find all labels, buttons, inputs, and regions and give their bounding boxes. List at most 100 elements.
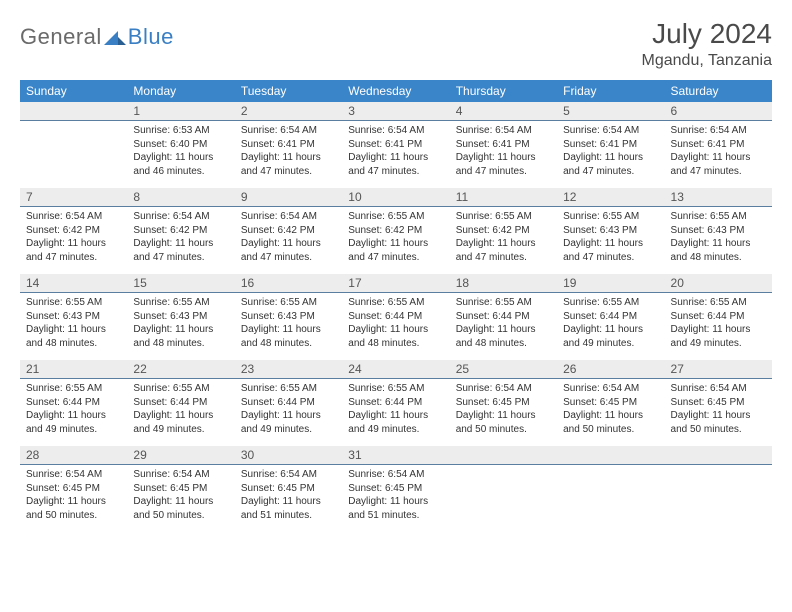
sunrise-line: Sunrise: 6:55 AM bbox=[456, 296, 551, 310]
date-number: 22 bbox=[127, 360, 234, 379]
location-label: Mgandu, Tanzania bbox=[642, 52, 772, 70]
sunrise-line: Sunrise: 6:54 AM bbox=[671, 382, 766, 396]
date-cell: Sunrise: 6:54 AMSunset: 6:42 PMDaylight:… bbox=[20, 207, 127, 275]
sunrise-line: Sunrise: 6:54 AM bbox=[133, 468, 228, 482]
daylight-line: Daylight: 11 hours and 47 minutes. bbox=[563, 151, 658, 178]
date-number: 19 bbox=[557, 274, 664, 293]
sunset-line: Sunset: 6:45 PM bbox=[241, 482, 336, 496]
date-cell bbox=[450, 465, 557, 533]
daylight-line: Daylight: 11 hours and 46 minutes. bbox=[133, 151, 228, 178]
date-number bbox=[20, 102, 127, 121]
sunrise-line: Sunrise: 6:55 AM bbox=[563, 210, 658, 224]
date-cell bbox=[20, 121, 127, 189]
date-data-row: Sunrise: 6:54 AMSunset: 6:42 PMDaylight:… bbox=[20, 207, 772, 275]
date-cell: Sunrise: 6:55 AMSunset: 6:43 PMDaylight:… bbox=[557, 207, 664, 275]
daylight-line: Daylight: 11 hours and 50 minutes. bbox=[26, 495, 121, 522]
daylight-line: Daylight: 11 hours and 49 minutes. bbox=[241, 409, 336, 436]
date-number-row: 78910111213 bbox=[20, 188, 772, 207]
date-cell: Sunrise: 6:55 AMSunset: 6:44 PMDaylight:… bbox=[20, 379, 127, 447]
dow-friday: Friday bbox=[557, 80, 664, 102]
date-cell: Sunrise: 6:54 AMSunset: 6:45 PMDaylight:… bbox=[235, 465, 342, 533]
date-number bbox=[450, 446, 557, 465]
sunrise-line: Sunrise: 6:54 AM bbox=[456, 124, 551, 138]
sunset-line: Sunset: 6:44 PM bbox=[133, 396, 228, 410]
date-data-row: Sunrise: 6:53 AMSunset: 6:40 PMDaylight:… bbox=[20, 121, 772, 189]
daylight-line: Daylight: 11 hours and 51 minutes. bbox=[241, 495, 336, 522]
date-cell: Sunrise: 6:55 AMSunset: 6:44 PMDaylight:… bbox=[450, 293, 557, 361]
sunset-line: Sunset: 6:45 PM bbox=[563, 396, 658, 410]
sunrise-line: Sunrise: 6:54 AM bbox=[241, 210, 336, 224]
date-number: 12 bbox=[557, 188, 664, 207]
date-number: 17 bbox=[342, 274, 449, 293]
date-number: 25 bbox=[450, 360, 557, 379]
date-number: 13 bbox=[665, 188, 772, 207]
daylight-line: Daylight: 11 hours and 49 minutes. bbox=[133, 409, 228, 436]
sunrise-line: Sunrise: 6:54 AM bbox=[133, 210, 228, 224]
date-number: 8 bbox=[127, 188, 234, 207]
daylight-line: Daylight: 11 hours and 48 minutes. bbox=[26, 323, 121, 350]
sunset-line: Sunset: 6:44 PM bbox=[348, 310, 443, 324]
page-title: July 2024 bbox=[642, 18, 772, 50]
sunrise-line: Sunrise: 6:55 AM bbox=[26, 296, 121, 310]
date-number-row: 28293031 bbox=[20, 446, 772, 465]
sunrise-line: Sunrise: 6:54 AM bbox=[563, 124, 658, 138]
brand-logo: General Blue bbox=[20, 18, 174, 50]
date-number-row: 14151617181920 bbox=[20, 274, 772, 293]
date-cell: Sunrise: 6:55 AMSunset: 6:44 PMDaylight:… bbox=[342, 293, 449, 361]
sunrise-line: Sunrise: 6:55 AM bbox=[133, 382, 228, 396]
daylight-line: Daylight: 11 hours and 48 minutes. bbox=[133, 323, 228, 350]
sunset-line: Sunset: 6:43 PM bbox=[26, 310, 121, 324]
sunset-line: Sunset: 6:43 PM bbox=[563, 224, 658, 238]
dow-wednesday: Wednesday bbox=[342, 80, 449, 102]
sunrise-line: Sunrise: 6:54 AM bbox=[456, 382, 551, 396]
sunset-line: Sunset: 6:45 PM bbox=[26, 482, 121, 496]
sunset-line: Sunset: 6:45 PM bbox=[456, 396, 551, 410]
sunset-line: Sunset: 6:42 PM bbox=[26, 224, 121, 238]
date-cell: Sunrise: 6:54 AMSunset: 6:45 PMDaylight:… bbox=[557, 379, 664, 447]
sunrise-line: Sunrise: 6:55 AM bbox=[671, 210, 766, 224]
sunrise-line: Sunrise: 6:54 AM bbox=[26, 210, 121, 224]
sunset-line: Sunset: 6:44 PM bbox=[241, 396, 336, 410]
daylight-line: Daylight: 11 hours and 48 minutes. bbox=[241, 323, 336, 350]
daylight-line: Daylight: 11 hours and 48 minutes. bbox=[456, 323, 551, 350]
sunrise-line: Sunrise: 6:55 AM bbox=[241, 382, 336, 396]
daylight-line: Daylight: 11 hours and 49 minutes. bbox=[348, 409, 443, 436]
date-cell bbox=[557, 465, 664, 533]
date-cell: Sunrise: 6:55 AMSunset: 6:44 PMDaylight:… bbox=[342, 379, 449, 447]
dow-tuesday: Tuesday bbox=[235, 80, 342, 102]
sunrise-line: Sunrise: 6:54 AM bbox=[26, 468, 121, 482]
sunset-line: Sunset: 6:41 PM bbox=[563, 138, 658, 152]
date-cell: Sunrise: 6:54 AMSunset: 6:41 PMDaylight:… bbox=[235, 121, 342, 189]
sunset-line: Sunset: 6:41 PM bbox=[671, 138, 766, 152]
sunset-line: Sunset: 6:41 PM bbox=[456, 138, 551, 152]
sunset-line: Sunset: 6:42 PM bbox=[133, 224, 228, 238]
date-cell: Sunrise: 6:55 AMSunset: 6:43 PMDaylight:… bbox=[20, 293, 127, 361]
daylight-line: Daylight: 11 hours and 50 minutes. bbox=[563, 409, 658, 436]
sunset-line: Sunset: 6:44 PM bbox=[671, 310, 766, 324]
date-number: 2 bbox=[235, 102, 342, 121]
day-of-week-row: Sunday Monday Tuesday Wednesday Thursday… bbox=[20, 80, 772, 102]
sunrise-line: Sunrise: 6:55 AM bbox=[671, 296, 766, 310]
sunset-line: Sunset: 6:40 PM bbox=[133, 138, 228, 152]
date-number: 4 bbox=[450, 102, 557, 121]
date-number: 3 bbox=[342, 102, 449, 121]
sunset-line: Sunset: 6:45 PM bbox=[348, 482, 443, 496]
date-number: 7 bbox=[20, 188, 127, 207]
date-number: 6 bbox=[665, 102, 772, 121]
date-cell: Sunrise: 6:54 AMSunset: 6:45 PMDaylight:… bbox=[127, 465, 234, 533]
date-number: 5 bbox=[557, 102, 664, 121]
daylight-line: Daylight: 11 hours and 48 minutes. bbox=[671, 237, 766, 264]
date-number-row: 123456 bbox=[20, 102, 772, 121]
sunrise-line: Sunrise: 6:53 AM bbox=[133, 124, 228, 138]
date-number: 9 bbox=[235, 188, 342, 207]
calendar-body: 123456Sunrise: 6:53 AMSunset: 6:40 PMDay… bbox=[20, 102, 772, 532]
date-number: 31 bbox=[342, 446, 449, 465]
sunrise-line: Sunrise: 6:54 AM bbox=[241, 124, 336, 138]
brand-triangle-icon bbox=[104, 29, 126, 45]
date-number bbox=[665, 446, 772, 465]
sunrise-line: Sunrise: 6:54 AM bbox=[563, 382, 658, 396]
daylight-line: Daylight: 11 hours and 47 minutes. bbox=[26, 237, 121, 264]
date-number: 18 bbox=[450, 274, 557, 293]
dow-monday: Monday bbox=[127, 80, 234, 102]
daylight-line: Daylight: 11 hours and 47 minutes. bbox=[241, 237, 336, 264]
